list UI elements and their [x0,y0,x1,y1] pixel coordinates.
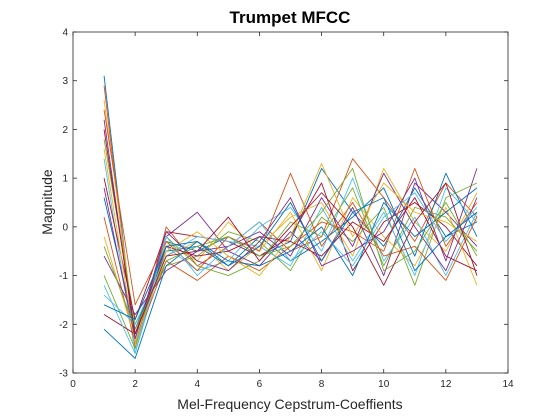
x-tick-label: 12 [440,379,452,390]
plot-lines [103,75,478,359]
series-line-15 [103,187,478,359]
x-axis-label: Mel-Frequency Cepstrum-Coeffients [177,396,402,412]
y-tick-label: 1 [62,174,68,185]
x-tick-label: 0 [70,379,76,390]
series-line-21 [103,129,478,335]
chart-title: Trumpet MFCC [230,8,351,27]
series-line-16 [103,109,478,306]
series-line-3 [103,100,478,335]
y-tick-label: -1 [59,271,68,282]
y-tick-label: -2 [59,320,68,331]
series-line-17 [103,148,478,345]
y-tick-label: 2 [62,125,68,136]
y-axis-label: Magnitude [39,169,55,235]
x-tick-label: 14 [502,379,514,390]
series-line-7 [103,178,478,320]
y-tick-label: 4 [62,28,68,39]
series-line-11 [103,172,478,315]
series-line-22 [103,197,478,320]
x-tick-label: 6 [257,379,263,390]
y-tick-label: 3 [62,76,68,87]
x-tick-label: 10 [378,379,390,390]
axes-box [72,31,509,374]
series-line-20 [103,192,478,354]
x-tick-label: 4 [195,379,201,390]
y-tick-label: 0 [62,222,68,233]
y-tick-label: -3 [59,369,68,380]
x-tick-label: 2 [132,379,138,390]
series-line-18 [103,168,478,340]
series-line-19 [103,167,478,330]
x-tick-label: 8 [319,379,325,390]
